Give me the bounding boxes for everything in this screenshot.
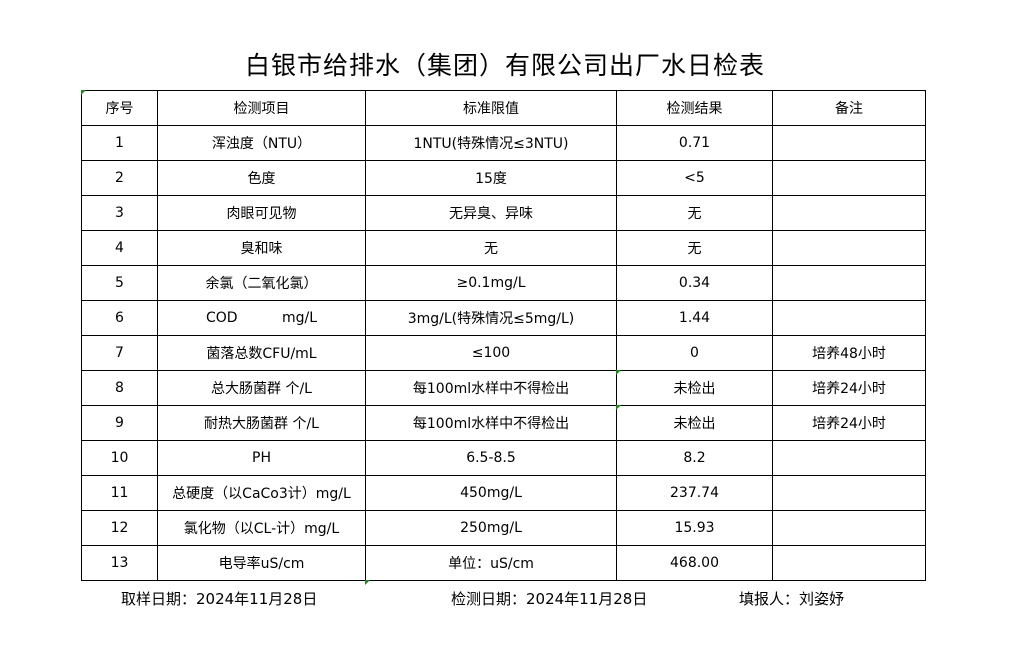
cell-standard: 250mg/L <box>365 510 617 546</box>
cell-result: 237.74 <box>616 475 773 511</box>
cell-index: 9 <box>81 405 158 441</box>
cell-result: 468.00 <box>616 545 773 581</box>
inspection-table: 序号 检测项目 标准限值 检测结果 备注 1 浑浊度（NTU） 1NTU(特殊情况≤3NTU… <box>81 90 926 581</box>
cell-item: PH <box>157 440 366 476</box>
cell-note <box>772 265 926 301</box>
cell-marker <box>616 370 621 375</box>
cell-item: 肉眼可见物 <box>157 195 366 231</box>
cell-note <box>772 510 926 546</box>
table-row: 5 余氯（二氧化氯） ≥0.1mg/L 0.34 <box>81 265 926 301</box>
cell-note <box>772 300 926 336</box>
cell-note: 培养24小时 <box>772 370 926 406</box>
cell-result: 无 <box>616 195 773 231</box>
table-row: 4 臭和味无无 <box>81 230 926 266</box>
cell-index: 11 <box>81 475 158 511</box>
cell-item: 浑浊度（NTU） <box>157 125 366 161</box>
cell-standard: ≥0.1mg/L <box>365 265 617 301</box>
reporter: 填报人：刘姿妤 <box>739 590 845 608</box>
cell-item: 氯化物（以CL-计）mg/L <box>157 510 366 546</box>
cell-note <box>772 475 926 511</box>
cell-index: 5 <box>81 265 158 301</box>
cell-note <box>772 195 926 231</box>
cell-item: 臭和味 <box>157 230 366 266</box>
cell-result: 未检出 <box>616 370 773 406</box>
cell-item: 色度 <box>157 160 366 196</box>
table-row: 2 色度 15度 <5 <box>81 160 926 196</box>
cell-index: 7 <box>81 335 158 371</box>
header-result: 检测结果 <box>616 90 773 126</box>
cell-note <box>772 125 926 161</box>
cell-marker <box>365 580 370 585</box>
table-row: 9 耐热大肠菌群 个/L 每100ml水样中不得检出 未检出 培养24小时 <box>81 405 926 441</box>
cell-result: 0 <box>616 335 773 371</box>
cell-note <box>772 160 926 196</box>
cell-item: 余氯（二氧化氯） <box>157 265 366 301</box>
cell-note: 培养24小时 <box>772 405 926 441</box>
cell-item: 总大肠菌群 个/L <box>157 370 366 406</box>
cell-index: 12 <box>81 510 158 546</box>
cell-item: 菌落总数CFU/mL <box>157 335 366 371</box>
cell-result: 未检出 <box>616 405 773 441</box>
cell-standard: 无 <box>365 230 617 266</box>
cell-standard: 单位：uS/cm <box>365 545 617 581</box>
cell-standard: 1NTU(特殊情况≤3NTU) <box>365 125 617 161</box>
cell-result: <5 <box>616 160 773 196</box>
cell-note <box>772 230 926 266</box>
cell-result: 0.34 <box>616 265 773 301</box>
cell-note: 培养48小时 <box>772 335 926 371</box>
cell-note <box>772 440 926 476</box>
cell-item: 耐热大肠菌群 个/L <box>157 405 366 441</box>
cell-standard: 3mg/L(特殊情况≤5mg/L) <box>365 300 617 336</box>
header-note: 备注 <box>772 90 926 126</box>
cell-index: 10 <box>81 440 158 476</box>
cell-index: 13 <box>81 545 158 581</box>
cell-result: 0.71 <box>616 125 773 161</box>
table-row: 11 总硬度（以CaCo3计）mg/L 450mg/L 237.74 <box>81 475 926 511</box>
header-item: 检测项目 <box>157 90 366 126</box>
table-row: 10 PH 6.5-8.5 8.2 <box>81 440 926 476</box>
cell-item: 电导率uS/cm <box>157 545 366 581</box>
header-standard: 标准限值 <box>365 90 617 126</box>
cell-marker <box>616 405 621 410</box>
cell-standard: 每100ml水样中不得检出 <box>365 370 617 406</box>
cell-result: 8.2 <box>616 440 773 476</box>
test-date: 检测日期：2024年11月28日 <box>451 590 648 608</box>
cell-index: 6 <box>81 300 158 336</box>
cell-index: 1 <box>81 125 158 161</box>
table-row: 8 总大肠菌群 个/L 每100ml水样中不得检出 未检出 培养24小时 <box>81 370 926 406</box>
cell-index: 3 <box>81 195 158 231</box>
table-row: 3 肉眼可见物 无异臭、异味无 <box>81 195 926 231</box>
cell-standard: 450mg/L <box>365 475 617 511</box>
table-row: 7 菌落总数CFU/mL ≤100 0 培养48小时 <box>81 335 926 371</box>
table-row: 6 COD mg/L 3mg/L(特殊情况≤5mg/L) 1.44 <box>81 300 926 336</box>
table-row: 13 电导率uS/cm 单位：uS/cm 468.00 <box>81 545 926 581</box>
cell-marker <box>81 90 86 95</box>
table-header: 序号 检测项目 标准限值 检测结果 备注 <box>81 90 926 126</box>
cell-index: 2 <box>81 160 158 196</box>
header-index: 序号 <box>81 90 158 126</box>
table-row: 12 氯化物（以CL-计）mg/L 250mg/L 15.93 <box>81 510 926 546</box>
cell-note <box>772 545 926 581</box>
sampling-date: 取样日期：2024年11月28日 <box>121 590 318 608</box>
cell-result: 15.93 <box>616 510 773 546</box>
cell-standard: ≤100 <box>365 335 617 371</box>
cell-index: 8 <box>81 370 158 406</box>
cell-standard: 6.5-8.5 <box>365 440 617 476</box>
cell-standard: 15度 <box>365 160 617 196</box>
cell-index: 4 <box>81 230 158 266</box>
page-title: 白银市给排水（集团）有限公司出厂水日检表 <box>244 51 765 80</box>
cell-result: 1.44 <box>616 300 773 336</box>
cell-standard: 每100ml水样中不得检出 <box>365 405 617 441</box>
cell-result: 无 <box>616 230 773 266</box>
cell-standard: 无异臭、异味 <box>365 195 617 231</box>
cell-item: COD mg/L <box>157 300 366 336</box>
table-row: 1 浑浊度（NTU） 1NTU(特殊情况≤3NTU) 0.71 <box>81 125 926 161</box>
cell-item: 总硬度（以CaCo3计）mg/L <box>157 475 366 511</box>
